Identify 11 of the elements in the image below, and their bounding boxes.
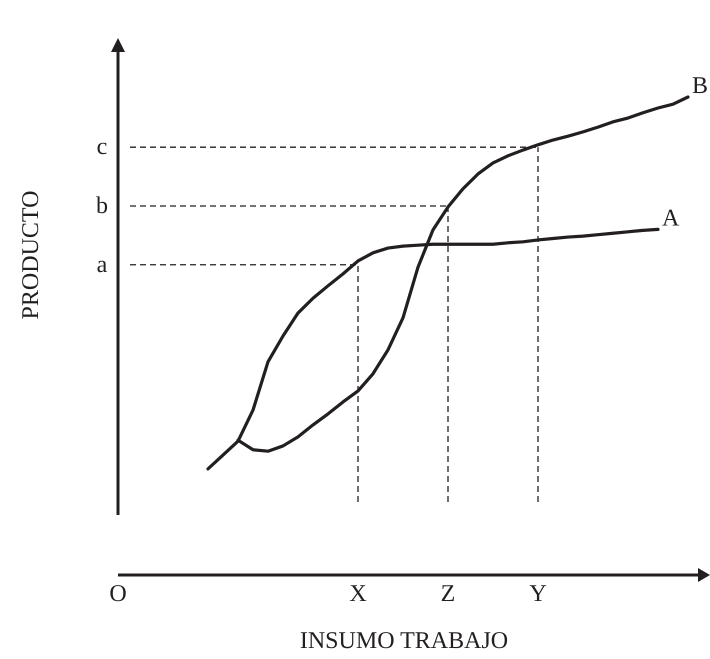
ref-line-label: b	[96, 192, 108, 219]
ref-line-label: a	[96, 252, 108, 278]
x-tick-label: X	[349, 581, 367, 607]
ref-line-label: c	[96, 134, 108, 160]
y-axis-title: PRODUCTO	[18, 190, 44, 320]
series-label: B	[692, 73, 708, 99]
series-label: A	[662, 205, 680, 232]
x-tick-label: O	[109, 581, 127, 607]
x-tick-label: Y	[529, 581, 547, 607]
x-tick-label: Z	[440, 581, 456, 607]
x-axis-title: INSUMO TRABAJO	[300, 628, 508, 654]
